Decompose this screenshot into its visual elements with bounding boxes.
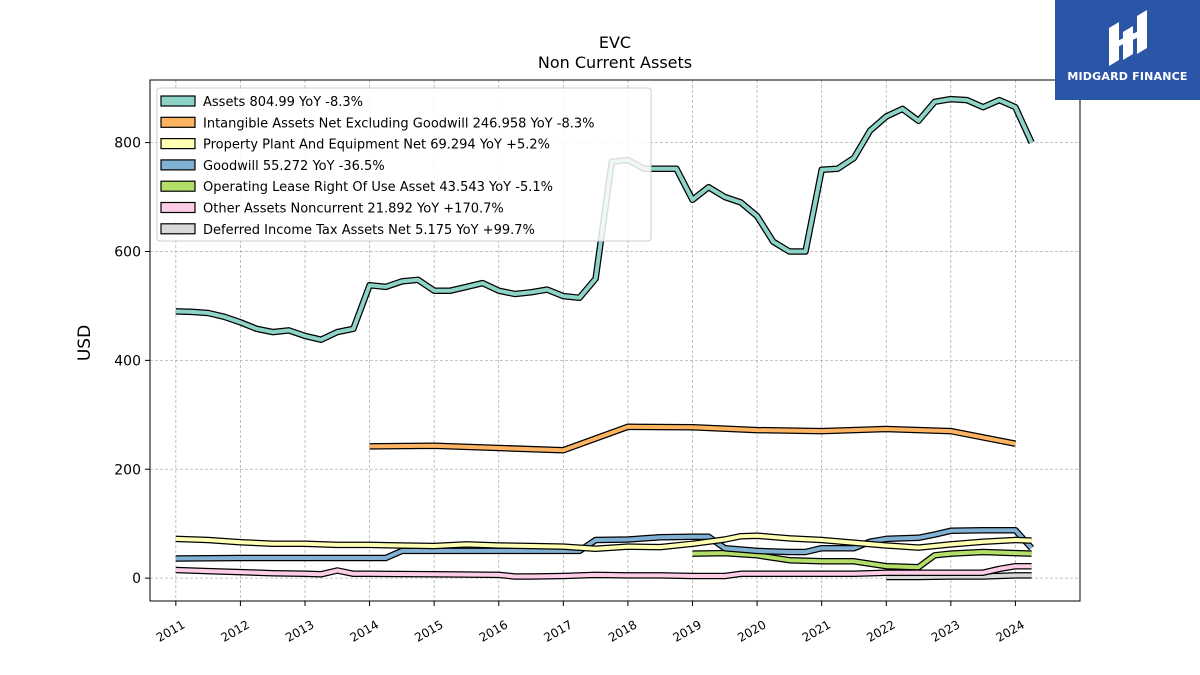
legend-swatch: [160, 138, 196, 150]
legend-box: [156, 87, 652, 242]
x-tick-label: 2012: [218, 617, 251, 644]
series-line: [175, 564, 1032, 579]
chart-subtitle: Non Current Assets: [538, 53, 692, 72]
legend-swatch: [160, 159, 196, 171]
series-line: [369, 424, 1016, 453]
x-tick-label: 2011: [154, 617, 187, 644]
legend-label: Property Plant And Equipment Net 69.294 …: [203, 138, 550, 153]
legend-label: Other Assets Noncurrent 21.892 YoY +170.…: [203, 202, 504, 217]
legend-swatch: [160, 180, 196, 192]
logo-mark-icon: [1109, 10, 1147, 66]
chart-title: EVC: [599, 33, 631, 52]
legend-label: Goodwill 55.272 YoY -36.5%: [203, 159, 385, 174]
x-tick-label: 2017: [541, 617, 574, 644]
brand-logo: MIDGARD FINANCE: [1055, 0, 1200, 100]
x-tick-label: 2022: [864, 617, 897, 644]
x-tick-label: 2023: [929, 617, 962, 644]
series-line: [692, 550, 1032, 570]
x-tick-label: 2014: [348, 617, 381, 644]
legend-label: Operating Lease Right Of Use Asset 43.54…: [203, 180, 553, 195]
legend: Assets 804.99 YoY -8.3% Intangible Assets…: [156, 87, 652, 242]
legend-label: Deferred Income Tax Assets Net 5.175 YoY…: [203, 223, 535, 238]
series-line: [175, 528, 1034, 561]
x-tick-label: 2019: [671, 617, 704, 644]
series-goodwill: [175, 526, 1035, 562]
x-tick-label: 2015: [412, 617, 445, 644]
series-property: [175, 532, 1032, 552]
x-tick-label: 2018: [606, 617, 639, 644]
y-tick-label: 200: [114, 462, 141, 478]
legend-label: Intangible Assets Net Excluding Goodwill…: [203, 116, 594, 131]
series-lines: [175, 95, 1035, 581]
y-tick-label: 400: [114, 353, 141, 369]
y-axis-label: USD: [75, 325, 95, 361]
plot-frame: [149, 79, 1081, 602]
series-line: [175, 533, 1032, 551]
x-tick-label: 2013: [283, 617, 316, 644]
x-tick-label: 2024: [993, 617, 1026, 644]
y-tick-label: 800: [114, 136, 141, 152]
series-operating: [692, 548, 1032, 571]
x-tick-label: 2016: [477, 617, 510, 644]
brand-name: MIDGARD FINANCE: [1067, 70, 1188, 83]
legend-swatch: [160, 116, 196, 128]
series-line: [886, 573, 1032, 579]
legend-label: Assets 804.99 YoY -8.3%: [203, 95, 363, 110]
legend-swatch: [160, 95, 196, 107]
y-tick-label: 600: [114, 244, 141, 260]
x-tick-label: 2021: [800, 617, 833, 644]
series-intangible: [369, 423, 1017, 454]
legend-swatch: [160, 223, 196, 235]
series-deferred: [886, 572, 1032, 581]
y-tick-label: 0: [132, 571, 141, 587]
x-tick-label: 2020: [735, 617, 768, 644]
series-other: [175, 562, 1032, 580]
legend-swatch: [160, 201, 196, 214]
